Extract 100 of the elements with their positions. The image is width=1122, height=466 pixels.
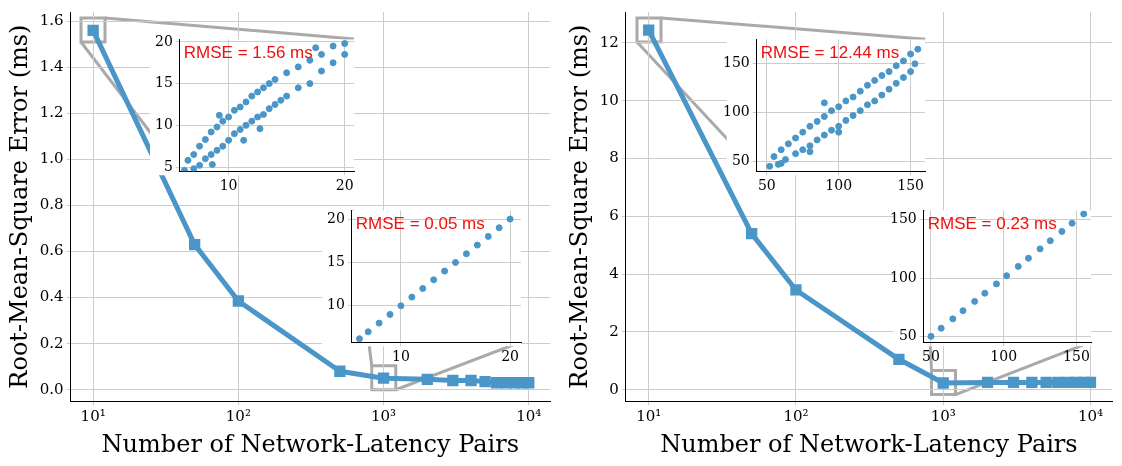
y-tick-label: 1.0 xyxy=(39,149,64,168)
point xyxy=(201,136,209,143)
point xyxy=(1036,245,1044,253)
point xyxy=(317,67,325,75)
point xyxy=(842,97,850,105)
point xyxy=(375,319,383,327)
point xyxy=(312,44,320,52)
point xyxy=(907,68,915,76)
point xyxy=(835,128,843,136)
point xyxy=(201,155,209,163)
y-tick-label: 4 xyxy=(609,263,619,282)
point xyxy=(849,93,857,101)
point xyxy=(885,68,893,76)
y-tick-label: 1.6 xyxy=(39,11,64,30)
y-tick-label: 2 xyxy=(609,321,619,340)
point xyxy=(452,258,460,266)
point xyxy=(885,85,893,93)
point xyxy=(878,91,886,99)
point xyxy=(495,224,503,232)
point xyxy=(196,142,204,150)
annotation: RMSE = 1.56 ms xyxy=(183,42,313,62)
point xyxy=(828,126,836,134)
y-tick-label: 1.4 xyxy=(39,57,64,76)
y-tick-label: 0.0 xyxy=(39,379,64,398)
y-axis-title: Root-Mean-Square Error (ms) xyxy=(564,24,593,389)
point xyxy=(484,232,492,240)
point xyxy=(441,267,449,275)
x-tick-label: 150 xyxy=(1063,348,1090,365)
point xyxy=(283,69,291,77)
point xyxy=(820,113,828,121)
x-tick-label: 50 xyxy=(922,348,940,365)
point xyxy=(225,136,233,144)
y-tick-label: 0.4 xyxy=(39,287,64,306)
point xyxy=(225,113,233,121)
point xyxy=(907,50,915,58)
point xyxy=(294,63,302,71)
y-tick-label: 6 xyxy=(609,206,619,225)
point xyxy=(180,166,188,172)
point xyxy=(184,156,192,164)
point xyxy=(792,134,800,142)
point xyxy=(208,161,216,169)
point xyxy=(271,100,279,108)
y-tick-label: 0 xyxy=(609,379,619,398)
point xyxy=(329,59,337,67)
point xyxy=(248,117,256,125)
y-tick-label: 15 xyxy=(154,74,173,91)
point xyxy=(242,98,250,106)
point xyxy=(856,107,864,115)
point xyxy=(219,142,227,150)
point xyxy=(871,97,879,105)
point xyxy=(927,332,935,340)
point xyxy=(806,148,814,156)
x-tick-label: 10⁴ xyxy=(1077,407,1104,426)
point xyxy=(892,62,900,70)
point xyxy=(878,72,886,80)
x-tick-label: 10⁴ xyxy=(516,407,542,426)
point xyxy=(799,146,807,154)
point xyxy=(219,117,227,125)
point xyxy=(462,250,470,258)
y-tick-label: 20 xyxy=(154,32,173,49)
point xyxy=(265,80,273,88)
y-tick-label: 20 xyxy=(326,209,345,226)
point xyxy=(236,103,244,111)
x-tick-label: 10 xyxy=(219,177,238,194)
point xyxy=(341,40,349,48)
point xyxy=(294,84,302,92)
point xyxy=(766,162,774,170)
point xyxy=(1003,272,1011,280)
point xyxy=(911,60,919,68)
point xyxy=(992,280,1000,288)
point xyxy=(828,107,836,115)
point xyxy=(386,310,394,318)
x-axis-title: Number of Network-Latency Pairs xyxy=(660,429,1078,458)
point xyxy=(259,110,267,118)
point xyxy=(777,146,785,154)
annotation: RMSE = 0.23 ms xyxy=(927,213,1057,233)
y-tick-label: 12 xyxy=(599,32,619,51)
point xyxy=(364,328,372,336)
point xyxy=(781,155,789,163)
point xyxy=(213,123,221,131)
y-tick-label: 50 xyxy=(898,327,917,344)
point xyxy=(341,50,349,58)
point xyxy=(892,79,900,87)
point xyxy=(306,80,314,88)
point xyxy=(820,131,828,139)
x-tick-label: 100 xyxy=(990,348,1018,365)
point xyxy=(408,293,416,301)
y-tick-label: 0.2 xyxy=(39,333,64,352)
y-tick-label: 8 xyxy=(609,148,619,167)
point xyxy=(971,297,979,305)
point xyxy=(473,241,481,249)
point xyxy=(254,113,262,121)
x-tick-label: 10² xyxy=(783,407,809,426)
point xyxy=(835,103,843,111)
point xyxy=(230,106,238,114)
point xyxy=(419,284,427,292)
y-tick-label: 150 xyxy=(722,54,750,71)
point xyxy=(937,324,945,332)
point xyxy=(849,112,857,120)
point xyxy=(1058,227,1066,235)
